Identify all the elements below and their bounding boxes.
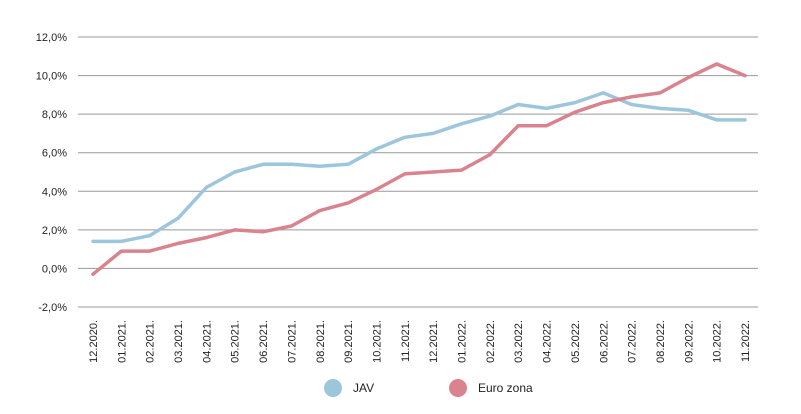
data-point [318,164,322,168]
data-point [289,162,293,166]
y-axis-ticks: -2,0% 0,0% 2,0% 4,0% 6,0% 8,0% 10,0% 12,0% [36,32,67,314]
data-point [573,101,577,105]
x-tick-label: 10.2022. [712,320,724,363]
data-point [431,131,435,135]
data-point [658,91,662,95]
y-tick-label: 2,0% [42,225,67,237]
data-point [261,162,265,166]
y-tick-label: 10,0% [36,71,67,83]
data-point [233,170,237,174]
data-point [431,170,435,174]
data-point [148,249,152,253]
x-tick-label: 12.2021. [428,320,440,363]
data-point [289,224,293,228]
data-point [374,147,379,151]
data-point [488,153,492,157]
x-tick-label: 02.2022. [485,320,497,363]
x-tick-label: 12.2020. [88,320,100,363]
data-point [630,102,634,107]
x-tick-label: 03.2022. [513,320,525,363]
data-point [516,124,520,128]
x-tick-label: 02.2021. [145,320,157,363]
data-point [630,95,634,99]
data-point [516,102,520,107]
y-tick-label: 0,0% [42,263,67,275]
data-point [261,230,265,234]
data-point [346,162,350,166]
data-point [686,108,690,112]
x-axis-ticks: 12.2020. 01.2021. 02.2021. 03.2021. 04.2021.… [88,320,752,363]
data-point [573,110,577,114]
series-line-1 [91,62,747,276]
y-tick-label: 6,0% [42,148,67,160]
x-tick-label: 06.2021. [258,320,270,363]
data-point [403,135,407,139]
data-point [148,234,152,238]
data-point [601,101,605,105]
x-tick-label: 07.2021. [286,320,298,363]
x-tick-label: 04.2022. [542,320,554,363]
data-point [459,122,464,126]
x-tick-label: 06.2022. [598,320,610,363]
data-point [658,106,662,110]
data-point [318,209,322,213]
data-point [403,172,407,176]
data-point [743,74,747,78]
data-point [601,91,605,95]
x-tick-label: 01.2021. [116,320,128,363]
series-lines [91,62,747,276]
data-point [715,118,719,122]
y-tick-label: -2,0% [38,302,67,314]
data-point [488,114,492,118]
x-tick-label: 09.2022. [683,320,695,363]
data-point [374,187,379,191]
x-tick-label: 08.2021. [315,320,327,363]
data-point [686,75,690,80]
data-point [204,185,208,189]
legend-label: JAV [353,381,374,395]
x-tick-label: 01.2022. [457,320,469,363]
data-point [176,241,180,245]
x-tick-label: 11.2021. [400,320,412,362]
data-point [204,236,208,240]
data-point [545,124,549,128]
legend: JAV Euro zona [324,379,533,397]
data-point [91,239,95,243]
gridlines [78,36,758,308]
x-tick-label: 10.2021. [371,320,383,363]
x-tick-label: 03.2021. [173,320,185,363]
x-tick-label: 08.2022. [655,320,667,363]
y-tick-label: 12,0% [36,32,67,44]
y-tick-label: 8,0% [42,109,67,121]
y-tick-label: 4,0% [42,186,67,198]
x-tick-label: 05.2021. [230,320,242,363]
series-line-0 [91,91,747,244]
legend-marker [449,379,467,397]
data-point [233,228,237,232]
data-point [346,201,350,205]
data-point [91,272,95,276]
data-point [743,118,747,122]
x-tick-label: 07.2022. [627,320,639,363]
x-tick-label: 05.2022. [570,320,582,363]
data-point [715,62,719,66]
legend-label: Euro zona [478,381,533,395]
data-point [545,106,549,110]
legend-marker [324,379,342,397]
data-point [176,216,180,220]
data-point [119,239,123,243]
x-tick-label: 09.2021. [343,320,355,363]
data-point [119,249,123,253]
x-tick-label: 04.2021. [201,320,213,363]
x-tick-label: 11.2022. [740,320,752,362]
data-point [459,168,464,172]
